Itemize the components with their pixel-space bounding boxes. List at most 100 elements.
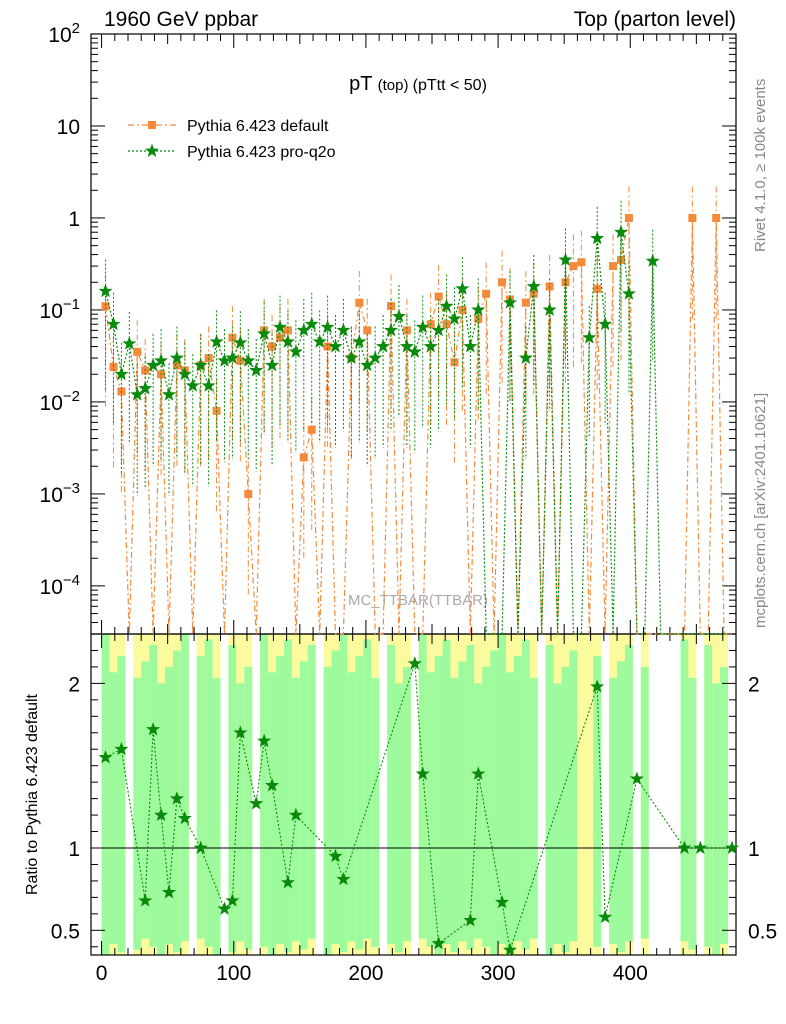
proq2o-point (344, 350, 359, 364)
ratio-point (217, 901, 232, 915)
proq2o-point (352, 334, 367, 348)
ratio-band-green (712, 683, 721, 955)
ratio-point (328, 848, 343, 863)
ratio-band-green (561, 666, 570, 953)
ratio-band-green (149, 644, 158, 947)
proq2o-point (154, 353, 169, 367)
default-point (387, 302, 396, 311)
ratio-point (288, 807, 303, 821)
proq2o-point (463, 339, 478, 353)
ratio-band-green (363, 639, 372, 939)
proq2o-point (161, 387, 177, 401)
ratio-band-green (569, 650, 578, 942)
ratio-frame (90, 633, 737, 956)
default-point (609, 262, 618, 271)
default-point (521, 298, 530, 307)
ratio-point (677, 840, 692, 855)
proq2o-point (122, 336, 137, 350)
default-point (133, 347, 142, 356)
x-tick-label: 0 (96, 962, 108, 985)
ratio-band-green (720, 666, 729, 945)
default-point (363, 326, 372, 335)
proq2o-point (455, 281, 470, 295)
default-point (688, 213, 697, 222)
ratio-point (629, 771, 644, 785)
ratio-band-green (299, 661, 308, 950)
ratio-band-green (506, 672, 514, 953)
ratio-band-green (133, 677, 142, 950)
ratio-band-green (387, 644, 395, 945)
ratio-band-green (402, 666, 411, 942)
ratio-point (280, 875, 295, 889)
ratio-band-green (442, 639, 451, 945)
default-point (712, 213, 721, 222)
ratio-band-green (513, 655, 522, 942)
proq2o-point (201, 378, 216, 392)
proq2o-point (376, 339, 391, 353)
default-point (323, 342, 332, 351)
ratio-band-green (498, 634, 507, 945)
ratio-point (193, 840, 208, 855)
proq2o-point (360, 357, 375, 372)
default-point (172, 361, 181, 370)
ratio-band-green (117, 655, 126, 953)
ratio-band-green (283, 639, 292, 953)
ratio-point (265, 778, 280, 792)
proq2o-point (265, 357, 280, 372)
proq2o-point (558, 252, 573, 266)
y-tick-label: 10−2 (40, 388, 80, 415)
default-point (244, 489, 253, 498)
proq2o-point (98, 283, 113, 298)
x-tick-label: 400 (613, 962, 648, 985)
ratio-band-green (624, 644, 633, 942)
proq2o-point (407, 344, 422, 358)
x-tick-label: 100 (216, 962, 251, 985)
ratio-point (98, 750, 113, 764)
legend-proq2o-marker (144, 143, 160, 158)
ratio-point (257, 733, 272, 748)
proq2o-point (328, 339, 343, 353)
ratio-band-green (418, 634, 427, 939)
series-default-line (104, 217, 732, 635)
y-tick-label: 1 (68, 208, 80, 231)
ratio-band-green (323, 666, 332, 955)
ratio-band-green (434, 655, 443, 955)
proq2o-point (225, 350, 240, 364)
default-point (109, 362, 118, 371)
proq2o-point (415, 319, 430, 334)
ratio-band-green (228, 644, 237, 953)
proq2o-point (383, 323, 399, 337)
ratio-point (146, 722, 161, 736)
ratio-band-green (466, 644, 475, 950)
proq2o-point (368, 350, 383, 364)
proq2o-point (177, 366, 192, 381)
ratio-point (233, 725, 248, 739)
ratio-series-line (105, 663, 732, 951)
ratio-point (590, 679, 605, 693)
chart-title: pT (top) (pTtt < 50) (349, 73, 487, 95)
x-tick-label: 300 (481, 962, 516, 985)
ratio-point (225, 893, 240, 907)
ratio-y-tick-label: 0.5 (51, 920, 80, 943)
ratio-point (502, 942, 518, 956)
proq2o-point (304, 316, 319, 331)
ratio-band-green (141, 661, 150, 939)
ratio-band-yellow (577, 634, 586, 955)
proq2o-point (439, 298, 454, 313)
ratio-band-green (331, 650, 340, 945)
header-left: 1960 GeV ppbar (104, 8, 259, 31)
ratio-band-green (244, 666, 253, 950)
proq2o-point (193, 357, 208, 372)
proq2o-point (518, 350, 533, 364)
ratio-band-green (553, 683, 562, 945)
default-point (228, 333, 237, 342)
ratio-ylabel: Ratio to Pythia 6.423 default (24, 693, 41, 895)
ratio-point (598, 909, 613, 924)
default-point (299, 453, 308, 462)
proq2o-point (622, 286, 636, 300)
rivet-label: Rivet 4.1.0, ≥ 100k events (752, 78, 769, 252)
watermark: MC_TTBAR(TTBAR) (348, 592, 488, 609)
default-point (624, 213, 633, 222)
proq2o-point (502, 295, 518, 309)
